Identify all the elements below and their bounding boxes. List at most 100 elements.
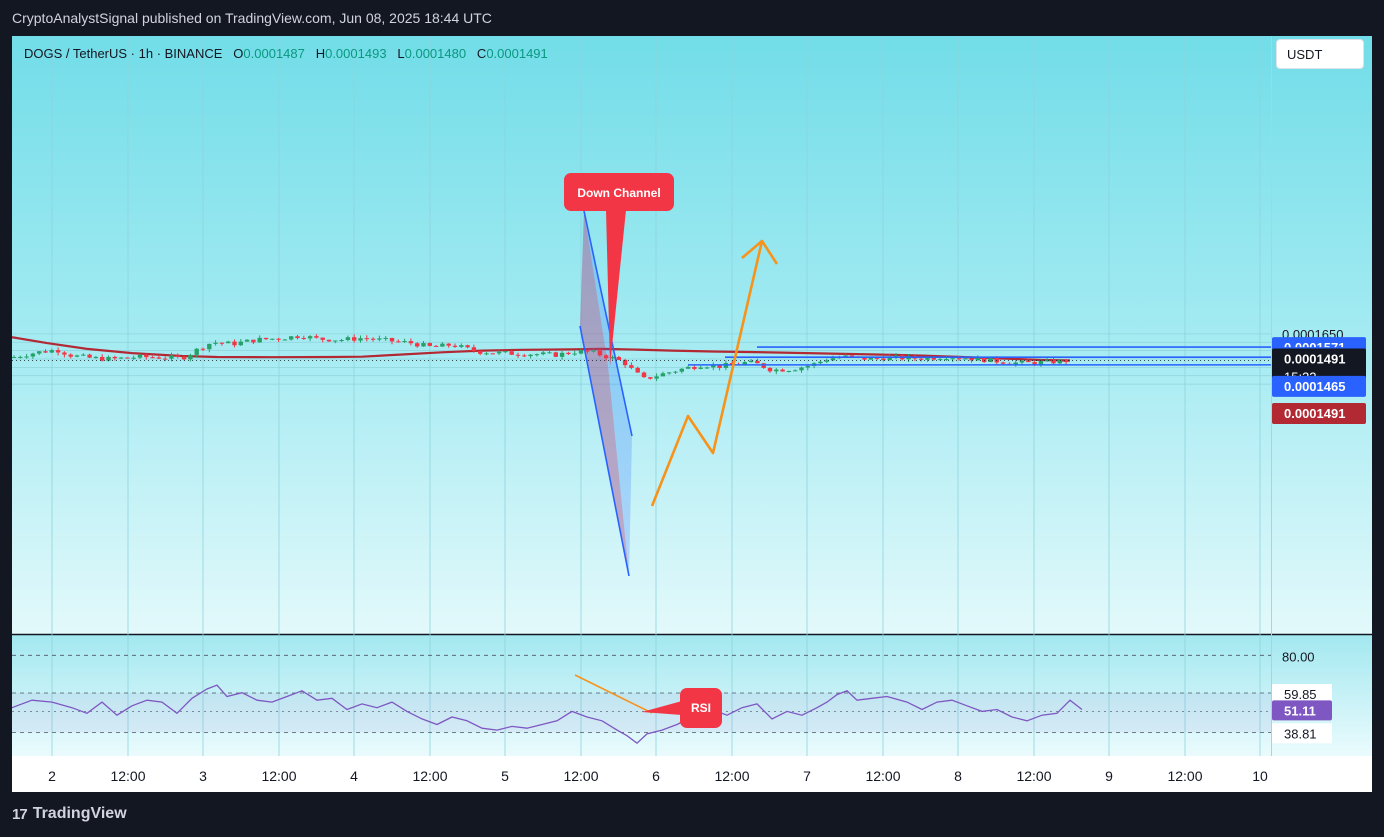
channel-fill <box>580 211 632 576</box>
candle-body <box>333 340 338 342</box>
candle-body <box>163 358 168 360</box>
price-pane-background <box>12 36 1372 634</box>
candle-body <box>112 356 117 359</box>
candle-body <box>1013 362 1018 365</box>
candle-body <box>320 337 325 340</box>
candle-body <box>345 337 351 341</box>
candle-body <box>370 338 376 340</box>
time-tick-label: 12:00 <box>110 768 145 784</box>
candle-body <box>383 337 388 339</box>
candle-body <box>37 351 42 354</box>
candle-body <box>471 347 477 352</box>
candle-body <box>408 341 414 344</box>
candle-body <box>226 341 231 344</box>
currency-button[interactable]: USDT <box>1276 39 1364 69</box>
candle-body <box>887 356 892 361</box>
candle-body <box>289 336 294 340</box>
candlesticks <box>12 334 1069 382</box>
candle-body <box>137 354 143 358</box>
rsi-level-label: 38.81 <box>1284 726 1317 741</box>
candle-body <box>1026 360 1031 363</box>
candle-body <box>326 339 332 342</box>
candle-body <box>496 351 502 354</box>
time-tick-label: 7 <box>803 768 811 784</box>
time-tick-label: 12:00 <box>1167 768 1202 784</box>
candle-body <box>919 358 924 360</box>
candle-body <box>1032 362 1037 365</box>
down-channel-callout-pointer <box>606 210 626 366</box>
close-value: 0.0001491 <box>486 46 548 61</box>
candle-body <box>402 341 407 343</box>
high-label: H <box>315 46 326 61</box>
time-tick-label: 12:00 <box>261 768 296 784</box>
candle-body <box>742 362 747 365</box>
down-channel-callout <box>564 173 674 211</box>
candle-body <box>62 352 67 355</box>
candle-body <box>931 357 936 360</box>
rsi-callout-pointer <box>642 701 682 715</box>
candle-body <box>389 337 395 342</box>
candle-body <box>106 356 111 361</box>
candle-body <box>963 358 968 360</box>
candle-body <box>427 343 432 346</box>
grid-lines <box>12 36 1271 756</box>
candle-body <box>874 357 880 359</box>
candle-body <box>534 354 540 356</box>
candle-body <box>937 359 943 361</box>
price-label-text: 0.0001465 <box>1284 379 1345 394</box>
candle-body <box>786 370 792 372</box>
candle-body <box>704 367 710 369</box>
candle-body <box>553 352 558 357</box>
projection-arrows <box>650 239 779 507</box>
candle-body <box>30 353 36 357</box>
candle-body <box>604 355 609 359</box>
candle-body <box>849 355 855 357</box>
brand-name: TradingView <box>32 805 127 822</box>
rsi-level-box <box>1272 684 1332 704</box>
candle-body <box>87 354 92 358</box>
candle-body <box>578 350 584 354</box>
candle-body <box>597 350 603 356</box>
candle-body <box>339 340 344 342</box>
price-label-box <box>1272 375 1366 397</box>
candle-body <box>717 365 722 368</box>
candle-body <box>263 337 269 340</box>
rsi-indicator <box>12 654 1271 745</box>
candle-body <box>893 355 899 357</box>
symbol-label[interactable]: DOGS / TetherUS · 1h · BINANCE <box>24 46 223 61</box>
rsi-current-label: 51.11 <box>1284 703 1316 718</box>
candle-body <box>528 354 533 357</box>
candle-body <box>12 356 17 358</box>
candle-body <box>591 350 596 352</box>
time-tick-label: 4 <box>350 768 358 784</box>
tradingview-logo[interactable]: 17 TradingView <box>12 805 127 823</box>
candle-body <box>648 377 653 379</box>
candle-body <box>276 338 281 340</box>
down-channel-label: Down Channel <box>577 186 660 200</box>
candle-body <box>660 373 666 377</box>
candle-body <box>213 342 218 344</box>
rsi-divergence-line <box>574 674 653 714</box>
rsi-current-box <box>1272 700 1332 721</box>
candle-body <box>43 351 48 353</box>
candle-body <box>314 336 319 338</box>
candle-body <box>635 367 640 373</box>
candle-body <box>799 367 804 371</box>
rsi-label: RSI <box>691 701 711 715</box>
time-tick-label: 12:00 <box>714 768 749 784</box>
candle-body <box>673 371 678 373</box>
candle-body <box>24 356 29 358</box>
time-tick-label: 5 <box>501 768 509 784</box>
close-label: C <box>476 46 487 61</box>
candle-body <box>1045 359 1050 362</box>
channel-fill-lower <box>580 211 629 576</box>
time-axis-background <box>12 756 1372 792</box>
candle-body <box>1019 360 1025 363</box>
candle-body <box>301 338 306 340</box>
candle-body <box>515 354 521 356</box>
candle-body <box>585 350 590 352</box>
candle-body <box>131 357 136 359</box>
candle-body <box>541 352 546 355</box>
